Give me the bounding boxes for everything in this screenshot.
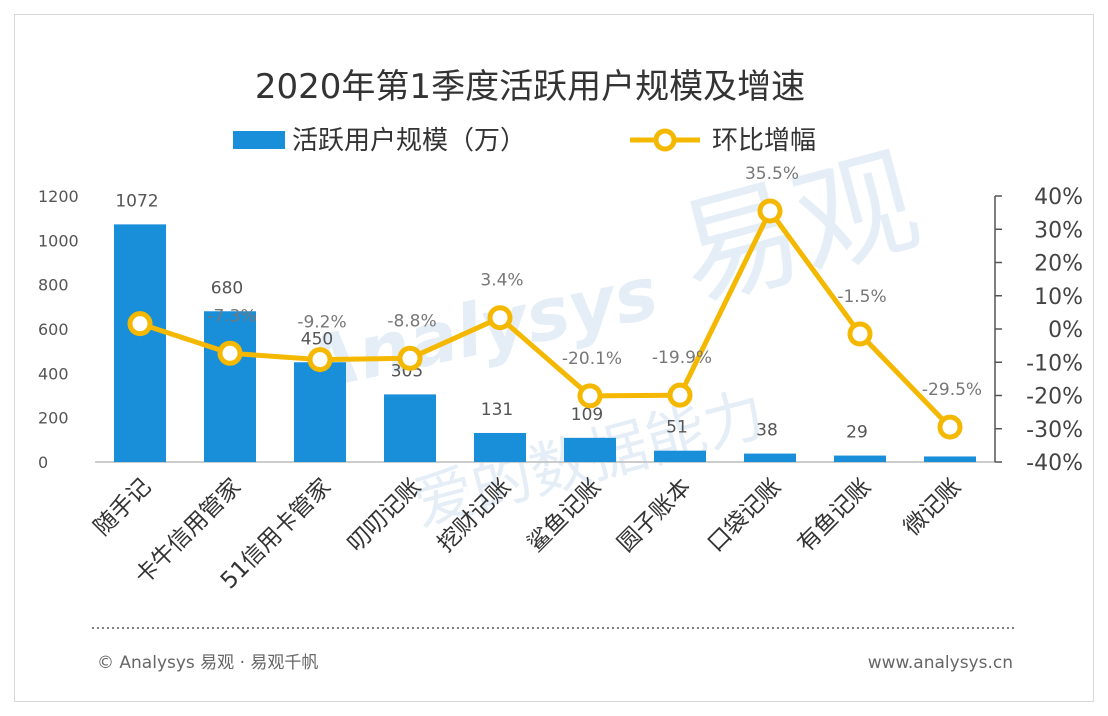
footer-copyright: © Analysys 易观 · 易观千帆 bbox=[97, 653, 318, 673]
line-value-label: -9.2% bbox=[297, 313, 346, 333]
bar-value-label: 680 bbox=[211, 278, 243, 298]
bar bbox=[744, 453, 796, 462]
line-value-label: -20.1% bbox=[562, 349, 622, 369]
line-value-label: -29.5% bbox=[922, 380, 982, 400]
bar-series bbox=[114, 224, 976, 462]
right-tick-label: -10% bbox=[1026, 351, 1083, 376]
line-value-label: -1.5% bbox=[837, 287, 886, 307]
line-path bbox=[139, 208, 952, 429]
right-tick-label: -20% bbox=[1026, 385, 1083, 410]
line-value-label: -8.8% bbox=[387, 311, 436, 331]
bar-value-label: 450 bbox=[301, 329, 333, 349]
line-value-labels: -7.3% -9.2% -8.8% 3.4% -20.1% -19.9% 35.5% -1.5… bbox=[207, 164, 982, 400]
right-tick-label: 30% bbox=[1034, 218, 1083, 243]
bar bbox=[924, 456, 976, 462]
legend-bar-swatch bbox=[233, 131, 285, 149]
bar-value-label: 38 bbox=[756, 421, 778, 441]
right-tick-label: 40% bbox=[1034, 185, 1083, 210]
bar bbox=[654, 450, 706, 462]
category-label: 有鱼记账 bbox=[793, 474, 876, 557]
right-tick-label: -40% bbox=[1026, 451, 1083, 476]
line-point bbox=[667, 382, 693, 408]
category-label: 圆子账本 bbox=[613, 474, 696, 557]
watermark: 易观 Analysys 爱的数据能力 bbox=[291, 131, 933, 540]
legend-line-marker bbox=[653, 128, 677, 152]
left-tick-label: 1200 bbox=[38, 187, 79, 206]
left-tick-label: 600 bbox=[38, 320, 69, 339]
bar bbox=[564, 437, 616, 462]
footer-url: www.analysys.cn bbox=[868, 653, 1013, 673]
bar-value-label: 1072 bbox=[115, 191, 158, 211]
line-point bbox=[577, 383, 603, 409]
left-tick-label: 200 bbox=[38, 409, 69, 428]
line-value-label: 3.4% bbox=[480, 271, 523, 291]
category-label: 微记账 bbox=[899, 474, 966, 541]
left-tick-label: 400 bbox=[38, 364, 69, 383]
legend-line-label: 环比增幅 bbox=[712, 126, 816, 156]
line-series bbox=[127, 198, 963, 440]
bar bbox=[204, 311, 256, 462]
line-point bbox=[937, 414, 963, 440]
left-tick-label: 800 bbox=[38, 276, 69, 295]
right-tick-label: -30% bbox=[1026, 418, 1083, 443]
line-point bbox=[487, 305, 513, 331]
bar-value-label: 109 bbox=[571, 405, 603, 425]
category-label: 叨叨记账 bbox=[343, 474, 426, 557]
line-point bbox=[397, 345, 423, 371]
right-axis-ticks: -40% -30% -20% -10% 0% 10% 20% 30% 40% bbox=[995, 185, 1083, 476]
right-tick-label: 0% bbox=[1048, 318, 1083, 343]
line-point bbox=[307, 347, 333, 373]
bar-value-label: 131 bbox=[481, 400, 513, 420]
line-point bbox=[847, 321, 873, 347]
left-axis-ticks: 0 200 400 600 800 1000 1200 bbox=[38, 187, 79, 472]
bar bbox=[474, 432, 526, 462]
bar bbox=[114, 224, 166, 462]
category-label: 随手记 bbox=[89, 474, 156, 541]
right-tick-label: 20% bbox=[1034, 252, 1083, 277]
legend: 活跃用户规模（万） 环比增幅 bbox=[233, 126, 816, 156]
left-tick-label: 1000 bbox=[38, 231, 79, 250]
chart-title: 2020年第1季度活跃用户规模及增速 bbox=[255, 67, 805, 107]
bar-value-label: 29 bbox=[846, 423, 868, 443]
category-label: 口袋记账 bbox=[703, 474, 786, 557]
right-tick-label: 10% bbox=[1034, 285, 1083, 310]
chart-frame bbox=[14, 14, 1094, 702]
line-point bbox=[127, 311, 153, 337]
left-tick-label: 0 bbox=[38, 453, 48, 472]
line-value-label: 35.5% bbox=[745, 164, 799, 184]
line-value-label: -7.3% bbox=[207, 306, 256, 326]
bar bbox=[294, 362, 346, 462]
line-point bbox=[217, 340, 243, 366]
line-value-label: -19.9% bbox=[652, 348, 712, 368]
bar bbox=[384, 394, 436, 462]
bar bbox=[834, 455, 886, 462]
legend-bar-label: 活跃用户规模（万） bbox=[292, 126, 526, 156]
bar-value-label: 51 bbox=[666, 418, 688, 438]
watermark-brand: 易观 bbox=[665, 131, 933, 327]
line-point bbox=[757, 198, 783, 224]
